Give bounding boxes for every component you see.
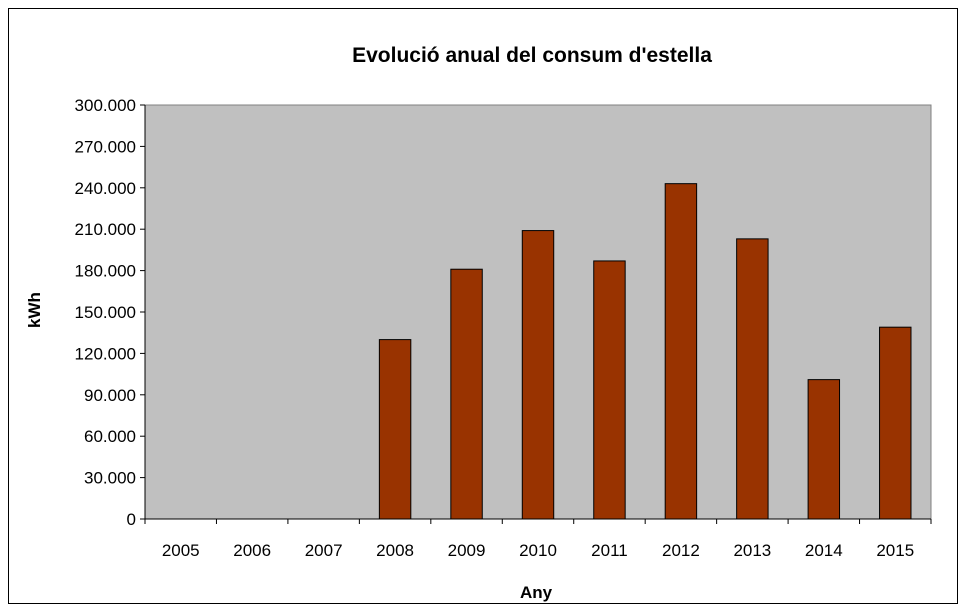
x-tick-label: 2010: [519, 541, 557, 560]
bar-2008: [378, 339, 412, 520]
x-tick-label: 2008: [376, 541, 414, 560]
y-tick-label: 30.000: [84, 469, 136, 488]
y-tick-label: 60.000: [84, 427, 136, 446]
x-tick-label: 2015: [876, 541, 914, 560]
x-tick-label: 2011: [591, 541, 628, 560]
bar-2013: [736, 238, 769, 520]
y-tick-label: 120.000: [75, 344, 136, 363]
x-ticks-group: 2005 2006 2007 2008 2009 2010 2011 2012 2013 2014…: [144, 519, 932, 560]
bar-2011: [593, 260, 626, 520]
bar-2012: [664, 183, 698, 520]
bar-2014: [807, 379, 841, 520]
bar-2009: [450, 268, 483, 520]
chart-title: Evolució anual del consum d'estella: [352, 44, 712, 67]
x-tick-label: 2007: [305, 541, 343, 560]
x-tick-label: 2014: [805, 541, 843, 560]
bars-group: [378, 183, 912, 520]
y-tick-label: 180.000: [75, 262, 136, 281]
y-tick-label: 90.000: [84, 386, 136, 405]
x-tick-label: 2013: [733, 541, 771, 560]
x-tick-label: 2005: [162, 541, 200, 560]
x-tick-label: 2006: [233, 541, 271, 560]
y-tick-label: 150.000: [75, 303, 136, 322]
y-tick-label: 240.000: [75, 179, 136, 198]
bar-2010: [521, 230, 555, 520]
y-tick-label: 270.000: [75, 137, 136, 156]
y-tick-label: 300.000: [75, 96, 136, 115]
y-ticks-group: 0 30.000 60.000 90.000 120.000 150.000 180.000…: [75, 96, 145, 529]
x-tick-label: 2012: [662, 541, 700, 560]
bar-2015: [879, 326, 912, 520]
x-tick-label: 2009: [448, 541, 486, 560]
y-tick-label: 0: [127, 510, 136, 529]
x-axis-title: Any: [520, 583, 553, 602]
y-tick-label: 210.000: [75, 220, 136, 239]
y-axis-title: kWh: [25, 292, 44, 328]
